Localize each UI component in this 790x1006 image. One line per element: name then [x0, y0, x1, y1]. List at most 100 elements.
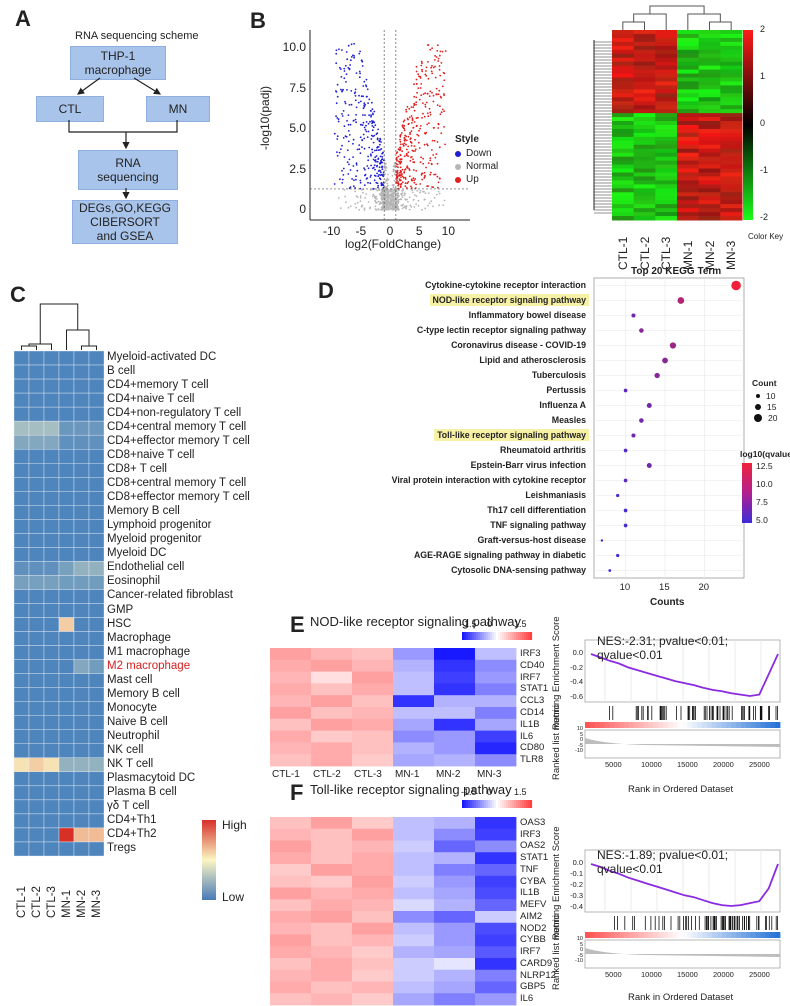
volcano-point [369, 153, 372, 156]
volcano-point [363, 126, 366, 129]
volcano-point [341, 169, 343, 172]
cibersort-cell [43, 771, 60, 787]
volcano-point [372, 112, 374, 115]
heat-cell [612, 89, 635, 94]
volcano-point [404, 192, 406, 195]
volcano-point [393, 173, 396, 176]
gsea-rank-band [745, 932, 752, 938]
volcano-point [405, 206, 407, 209]
pathway-heat-cell [475, 659, 517, 672]
f-gsea-plot [584, 849, 781, 969]
heat-cell [633, 184, 656, 189]
cibersort-cell [28, 743, 45, 759]
volcano-point [423, 177, 426, 179]
volcano-point [358, 208, 360, 211]
heat-cell [655, 132, 678, 138]
scale-segment [482, 632, 485, 640]
gsea-rank-band [658, 722, 664, 728]
heat-cell [633, 33, 656, 39]
volcano-point [425, 70, 427, 72]
volcano-point [359, 195, 362, 197]
heat-cell [655, 121, 678, 126]
volcano-point [346, 149, 349, 152]
volcano-point [385, 207, 388, 209]
volcano-point [421, 117, 423, 119]
volcano-point [374, 149, 376, 152]
volcano-point [359, 100, 362, 103]
cibersort-cell [28, 715, 45, 730]
cibersort-cell [28, 603, 45, 618]
f-scale [462, 800, 533, 808]
heat-cell [677, 77, 700, 82]
cibersort-cell [73, 448, 90, 464]
cibersort-cell [73, 561, 90, 576]
heat-cell [698, 172, 721, 177]
heat-cell [655, 148, 678, 154]
cibersort-cell [58, 505, 75, 520]
volcano-point [426, 143, 428, 146]
cibersort-legend-bar [202, 820, 216, 900]
cibersort-cell [28, 827, 45, 843]
heat-cell [677, 73, 700, 78]
cibersort-cell [43, 477, 60, 492]
pathway-heat-cell [270, 718, 312, 731]
pathway-heat-cell [311, 946, 353, 959]
heat-cell [677, 148, 700, 154]
volcano-point [400, 204, 403, 207]
volcano-ytick: 2.5 [289, 161, 306, 176]
gsea-rank-band [589, 722, 596, 728]
e-gsea-title: NES:-2.31; pvalue<0.01; qvalue<0.01 [597, 634, 729, 662]
volcano-point [367, 159, 370, 162]
pathway-heat-cell [270, 695, 312, 708]
gsea-rank-band [643, 932, 649, 938]
heat-cell [720, 164, 743, 170]
volcano-point [363, 184, 366, 187]
pathway-heat-cell [311, 864, 353, 877]
box-ctl: CTL [36, 96, 104, 122]
cibersort-cell [73, 589, 90, 604]
heat-cell [612, 105, 635, 110]
volcano-point [391, 190, 394, 193]
volcano-point [333, 132, 336, 135]
cibersort-row-label: Myeloid-activated DC [107, 351, 217, 363]
pathway-heat-cell [270, 852, 312, 865]
volcano-point [431, 91, 433, 94]
volcano-point [436, 44, 439, 47]
volcano-point [425, 66, 428, 69]
volcano-point [395, 198, 398, 201]
volcano-point [361, 124, 364, 126]
volcano-point [339, 68, 342, 70]
volcano-point [384, 181, 387, 184]
cibersort-cell [43, 715, 60, 730]
volcano-point [341, 49, 343, 51]
size-legend-label: 15 [767, 401, 777, 412]
volcano-point [348, 163, 350, 166]
volcano-point [382, 173, 384, 176]
volcano-point [408, 208, 411, 211]
volcano-point [425, 74, 428, 77]
heat-cell [612, 73, 635, 78]
volcano-point [379, 178, 382, 181]
cibersort-cell [88, 350, 105, 366]
volcano-point [362, 107, 365, 110]
cibersort-row-label: CD8+naive T cell [107, 449, 195, 462]
volcano-point [393, 165, 396, 168]
size-legend-item: 10 [752, 390, 777, 401]
kegg-dot [623, 388, 628, 393]
volcano-point [382, 203, 384, 206]
gsea-rank-band [667, 932, 674, 938]
volcano-point [365, 78, 368, 81]
pathway-heat-cell [311, 659, 353, 672]
pathway-heat-cell [352, 875, 394, 888]
cibersort-cell [28, 841, 45, 857]
volcano-point [424, 132, 426, 135]
volcano-point [401, 196, 404, 199]
cibersort-cell [43, 743, 60, 759]
volcano-point [380, 160, 382, 162]
gene-label: CYBA [520, 875, 546, 887]
volcano-point [369, 109, 372, 112]
volcano-point [373, 164, 376, 167]
cibersort-cell [43, 687, 60, 702]
volcano-point [348, 158, 351, 161]
heat-cell [612, 109, 635, 114]
